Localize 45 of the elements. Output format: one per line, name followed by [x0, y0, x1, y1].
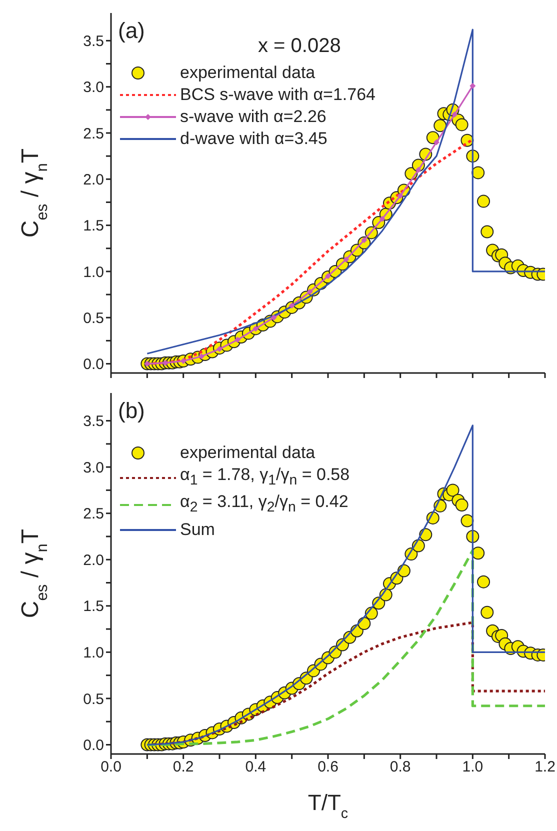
- y-tick-label: 3.5: [83, 33, 104, 50]
- annotation: (b): [118, 398, 145, 423]
- y-tick-label: 2.0: [83, 171, 104, 188]
- point: [434, 139, 440, 146]
- x-tick-label: 0.4: [245, 758, 266, 776]
- y-tick-label: 2.5: [83, 506, 104, 523]
- x-axis-title: T/T$_{c}$: [308, 790, 348, 822]
- y-tick-label: 2.5: [83, 125, 104, 142]
- x-tick-label: 0.2: [172, 758, 194, 776]
- x-tick-label: 1.0: [462, 758, 484, 776]
- point: [470, 82, 476, 89]
- y-tick-label: 0.0: [83, 356, 104, 374]
- legend-label: Sum: [180, 518, 215, 541]
- legend-label: BCS s-wave with α=1.764: [180, 84, 376, 106]
- point: [452, 112, 458, 118]
- legend-label: α$_{1}$ = 1.78, γ$_{1}$/γ$_{n}$ = 0.58: [180, 464, 350, 490]
- x-tick-label: 0.6: [318, 758, 338, 776]
- y-tick-label: 1.5: [83, 218, 104, 235]
- point: [379, 216, 386, 222]
- y-tick-label: 3.5: [83, 413, 104, 430]
- y-tick-label: 0.5: [83, 690, 104, 708]
- x-tick-label: 0.0: [100, 758, 122, 776]
- y-tick-label: 1.5: [83, 598, 104, 616]
- line-series: [146, 28, 545, 354]
- annotation: (a): [118, 18, 145, 43]
- legend-label: s-wave with α=2.26: [180, 106, 326, 128]
- y-tick-label: 2.0: [83, 552, 104, 569]
- legend-label: α$_{2}$ = 3.11, γ$_{2}$/γ$_{n}$ = 0.42: [180, 491, 348, 518]
- y-tick-label: 1.0: [83, 644, 104, 662]
- y-tick-label: 3.0: [83, 79, 104, 96]
- legend-label: experimental data: [180, 442, 316, 464]
- y-tick-label: 0.0: [83, 737, 104, 754]
- point: [415, 166, 422, 173]
- annotation: x = 0.028: [258, 35, 341, 57]
- legend-label: experimental data: [180, 62, 316, 84]
- x-tick-label: 1.2: [534, 758, 556, 776]
- y-tick-label: 1.0: [83, 264, 104, 281]
- point: [397, 192, 404, 199]
- point: [270, 314, 277, 321]
- y-tick-label: 3.0: [83, 459, 104, 476]
- point: [306, 288, 313, 295]
- y-tick-label: 0.5: [83, 310, 104, 327]
- point: [343, 256, 350, 262]
- legend-label: d-wave with α=3.45: [180, 128, 328, 150]
- x-tick-label: 0.8: [390, 758, 411, 776]
